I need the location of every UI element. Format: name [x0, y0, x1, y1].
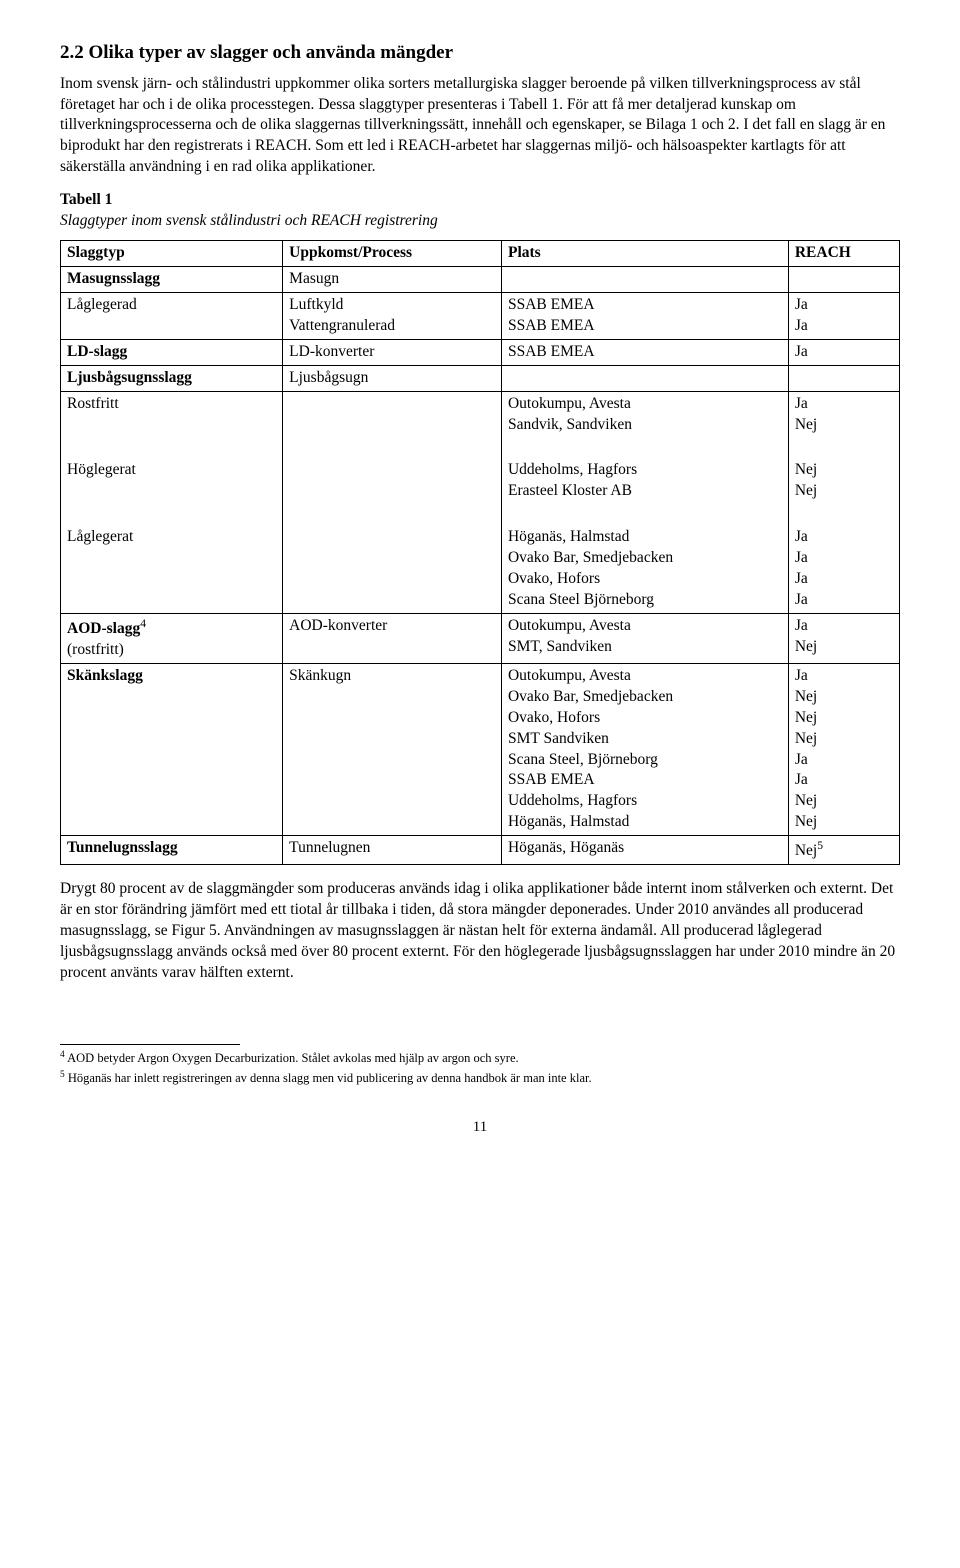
cell: AOD-konverter: [283, 613, 502, 663]
cell: SSAB EMEA SSAB EMEA: [501, 292, 788, 339]
cell: [283, 458, 502, 525]
cell: Höganäs, Halmstad Ovako Bar, Smedjebacke…: [501, 525, 788, 613]
col-plats: Plats: [501, 241, 788, 267]
cell: Luftkyld Vattengranulerad: [283, 292, 502, 339]
cell: Ja Nej: [788, 613, 899, 663]
cell: Masugn: [283, 267, 502, 293]
table-row: LD-slagg LD-konverter SSAB EMEA Ja: [61, 339, 900, 365]
table-row: Skänkslagg Skänkugn Outokumpu, Avesta Ov…: [61, 663, 900, 835]
footnote-5: 5 Höganäs har inlett registreringen av d…: [60, 1069, 900, 1087]
page-number: 11: [60, 1117, 900, 1137]
cell: [788, 365, 899, 391]
cell: [283, 525, 502, 613]
cell: Tunnelugnsslagg: [61, 836, 283, 865]
col-reach: REACH: [788, 241, 899, 267]
cell: Rostfritt: [61, 391, 283, 458]
paragraph-2: Drygt 80 procent av de slaggmängder som …: [60, 879, 900, 984]
cell: Masugnsslagg: [61, 267, 283, 293]
col-uppkomst: Uppkomst/Process: [283, 241, 502, 267]
cell: Nej5: [788, 836, 899, 865]
section-heading: 2.2 Olika typer av slagger och använda m…: [60, 40, 900, 66]
cell: Ljusbågsugnsslagg: [61, 365, 283, 391]
cell: [283, 391, 502, 458]
table-row: Höglegerat Uddeholms, Hagfors Erasteel K…: [61, 458, 900, 525]
cell: Uddeholms, Hagfors Erasteel Kloster AB: [501, 458, 788, 525]
cell: [501, 267, 788, 293]
cell: Skänkugn: [283, 663, 502, 835]
table-row: Låglegerat Höganäs, Halmstad Ovako Bar, …: [61, 525, 900, 613]
cell: Outokumpu, Avesta Ovako Bar, Smedjebacke…: [501, 663, 788, 835]
slagg-table: Slaggtyp Uppkomst/Process Plats REACH Ma…: [60, 240, 900, 865]
cell: Ljusbågsugn: [283, 365, 502, 391]
cell: Låglegerad: [61, 292, 283, 339]
cell: Ja Ja Ja Ja: [788, 525, 899, 613]
cell: SSAB EMEA: [501, 339, 788, 365]
cell: Höglegerat: [61, 458, 283, 525]
col-slaggtyp: Slaggtyp: [61, 241, 283, 267]
cell: Höganäs, Höganäs: [501, 836, 788, 865]
cell: LD-konverter: [283, 339, 502, 365]
cell: Ja Nej Nej Nej Ja Ja Nej Nej: [788, 663, 899, 835]
cell: [501, 365, 788, 391]
table-row: Masugnsslagg Masugn: [61, 267, 900, 293]
cell: Tunnelugnen: [283, 836, 502, 865]
cell: Skänkslagg: [61, 663, 283, 835]
cell: AOD-slagg4 (rostfritt): [61, 613, 283, 663]
cell: Låglegerat: [61, 525, 283, 613]
cell: [788, 267, 899, 293]
footnotes: 4 AOD betyder Argon Oxygen Decarburizati…: [60, 1044, 240, 1087]
table-row: Ljusbågsugnsslagg Ljusbågsugn: [61, 365, 900, 391]
table-row: Tunnelugnsslagg Tunnelugnen Höganäs, Hög…: [61, 836, 900, 865]
table-row: AOD-slagg4 (rostfritt) AOD-konverter Out…: [61, 613, 900, 663]
cell: Nej Nej: [788, 458, 899, 525]
cell: Ja Ja: [788, 292, 899, 339]
cell: Outokumpu, Avesta Sandvik, Sandviken: [501, 391, 788, 458]
paragraph-1: Inom svensk järn- och stålindustri uppko…: [60, 74, 900, 179]
footnote-4: 4 AOD betyder Argon Oxygen Decarburizati…: [60, 1049, 900, 1067]
cell: Ja Nej: [788, 391, 899, 458]
table-row: Låglegerad Luftkyld Vattengranulerad SSA…: [61, 292, 900, 339]
table-caption-subtitle: Slaggtyper inom svensk stålindustri och …: [60, 211, 900, 232]
table-header-row: Slaggtyp Uppkomst/Process Plats REACH: [61, 241, 900, 267]
table-caption-title: Tabell 1: [60, 190, 900, 211]
cell: Ja: [788, 339, 899, 365]
table-row: Rostfritt Outokumpu, Avesta Sandvik, San…: [61, 391, 900, 458]
cell: LD-slagg: [61, 339, 283, 365]
cell: Outokumpu, Avesta SMT, Sandviken: [501, 613, 788, 663]
